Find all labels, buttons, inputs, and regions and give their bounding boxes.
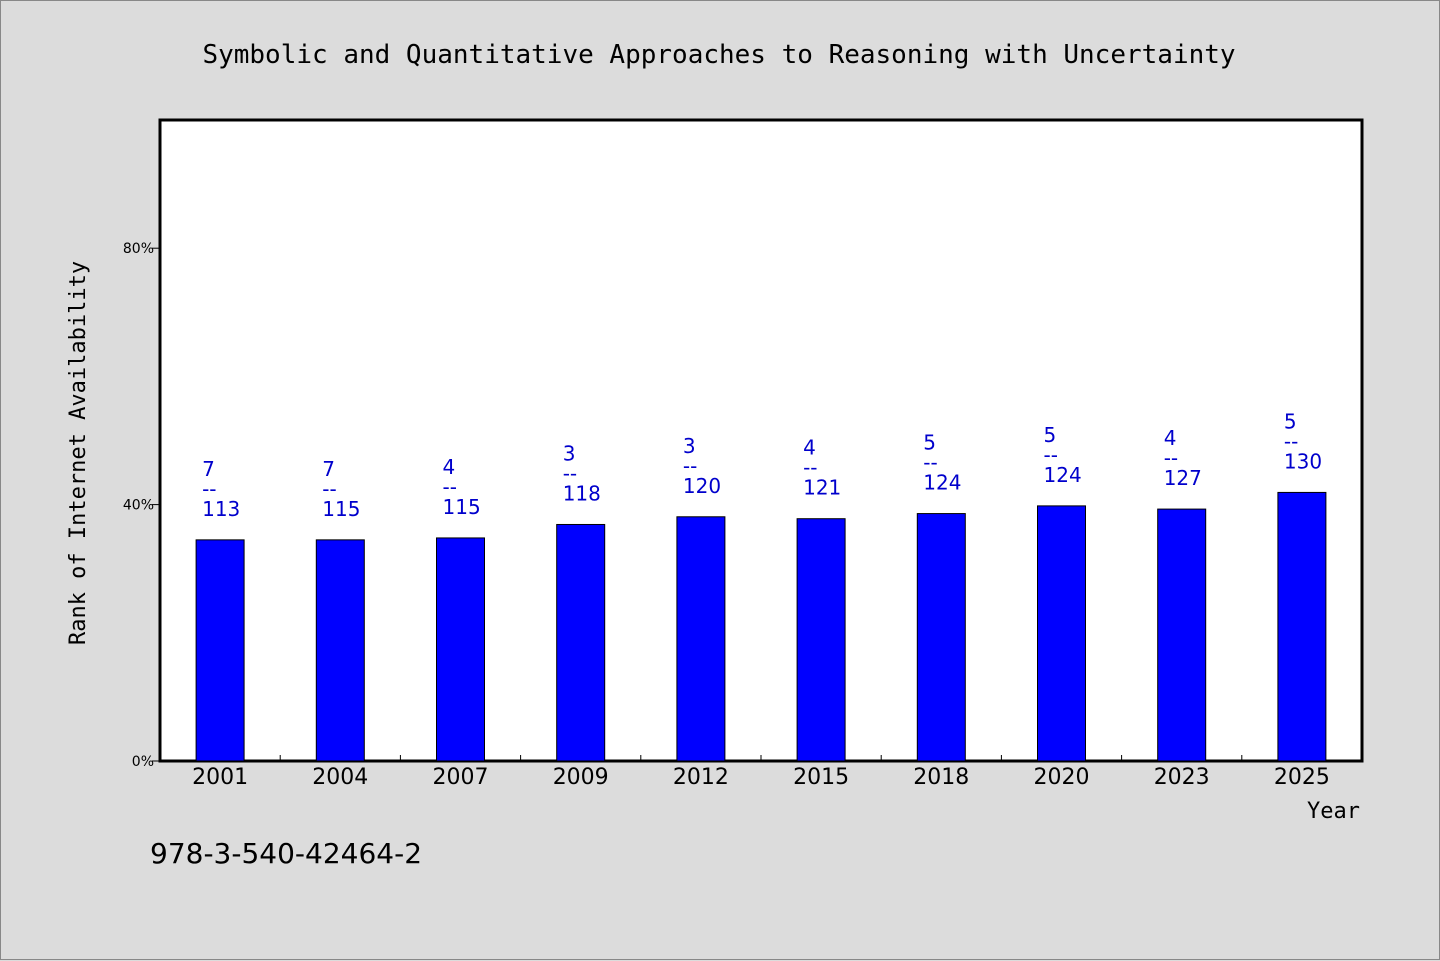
data-label-numerator: 5 <box>1284 409 1297 433</box>
data-label-numerator: 5 <box>1044 423 1057 447</box>
data-label-numerator: 4 <box>443 455 456 479</box>
bar-2007 <box>436 537 485 762</box>
bar-2025 <box>1277 491 1327 762</box>
data-label-fraction-bar: -- <box>322 477 336 501</box>
data-label-denominator: 127 <box>1164 466 1202 490</box>
x-tick-label: 2018 <box>913 765 969 790</box>
bar-2012 <box>676 516 726 762</box>
x-tick-label: 2020 <box>1034 765 1090 790</box>
data-label-denominator: 115 <box>322 497 360 521</box>
y-axis-ticks: 0% 40% 80% <box>123 241 160 770</box>
x-tick-label: 2012 <box>673 765 729 790</box>
x-tick-label: 2007 <box>433 765 489 790</box>
x-axis-label: Year <box>1307 799 1360 824</box>
data-label-numerator: 4 <box>803 436 816 460</box>
data-label-denominator: 120 <box>683 474 721 498</box>
data-label-denominator: 124 <box>923 471 961 495</box>
x-tick-label: 2001 <box>192 765 248 790</box>
y-tick-label: 40% <box>123 498 154 514</box>
bars-layer <box>195 491 1327 762</box>
data-label-fraction-bar: -- <box>923 451 937 475</box>
x-tick-label: 2015 <box>793 765 849 790</box>
chart-title: Symbolic and Quantitative Approaches to … <box>202 40 1235 70</box>
data-label-denominator: 124 <box>1044 463 1082 487</box>
data-label-fraction-bar: -- <box>683 454 697 478</box>
data-label-fraction-bar: -- <box>202 477 216 501</box>
data-label-numerator: 7 <box>322 457 335 481</box>
data-label-numerator: 7 <box>202 457 215 481</box>
data-label-fraction-bar: -- <box>443 475 457 499</box>
data-label-numerator: 4 <box>1164 426 1177 450</box>
data-label-fraction-bar: -- <box>803 456 817 480</box>
bar-2004 <box>315 539 365 762</box>
x-axis-ticks: 2001 2004 2007 2009 2012 2015 2018 2020 2023 2025 <box>192 755 1330 790</box>
data-label-fraction-bar: -- <box>1284 429 1298 453</box>
x-tick-label: 2025 <box>1274 765 1330 790</box>
data-label-denominator: 113 <box>202 497 240 521</box>
bar-2018 <box>916 513 966 762</box>
x-tick-label: 2009 <box>553 765 609 790</box>
x-tick-label: 2004 <box>312 765 368 790</box>
data-label-fraction-bar: -- <box>1164 446 1178 470</box>
bar-2015 <box>796 518 846 762</box>
bar-2023 <box>1157 508 1207 762</box>
data-label-fraction-bar: -- <box>1044 443 1058 467</box>
bar-2020 <box>1037 505 1086 762</box>
y-axis-label: Rank of Internet Availability <box>66 261 91 645</box>
y-tick-label: 0% <box>132 754 154 770</box>
x-tick-label: 2023 <box>1154 765 1210 790</box>
data-label-numerator: 5 <box>923 431 936 455</box>
data-label-denominator: 118 <box>563 481 601 505</box>
data-label-denominator: 130 <box>1284 449 1322 473</box>
data-labels-layer: 7--1137--1154--1153--1183--1204--1215--1… <box>202 409 1322 520</box>
bar-2009 <box>556 523 606 762</box>
data-label-numerator: 3 <box>683 434 696 458</box>
data-label-denominator: 121 <box>803 476 841 500</box>
data-label-denominator: 115 <box>443 495 481 519</box>
data-label-numerator: 3 <box>563 441 576 465</box>
data-label-fraction-bar: -- <box>563 461 577 485</box>
bar-2001 <box>195 539 245 762</box>
footer-code: 978-3-540-42464-2 <box>150 837 422 870</box>
y-tick-label: 80% <box>123 241 154 257</box>
